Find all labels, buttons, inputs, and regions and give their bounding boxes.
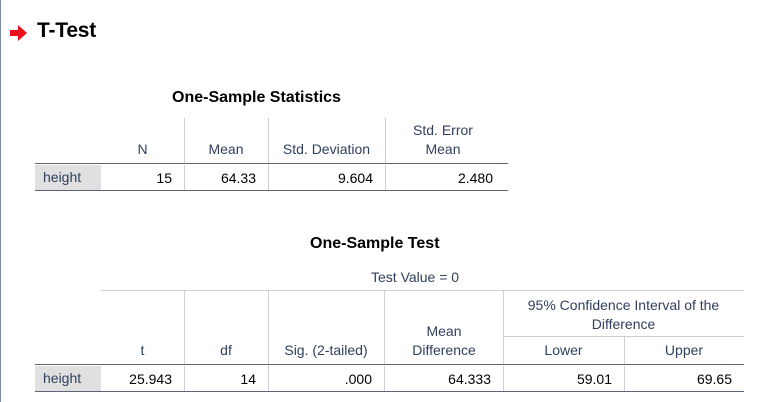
cell-sig: .000 [344, 371, 372, 387]
output-heading: T-Test [37, 19, 97, 42]
divider [101, 290, 744, 291]
row-label-height: height [35, 366, 101, 391]
col-header-df: df [220, 342, 232, 358]
divider [184, 165, 185, 190]
cell-lower: 59.01 [576, 371, 612, 387]
divider [385, 165, 386, 190]
ci-header: 95% Confidence Interval of the Differenc… [527, 297, 720, 332]
divider [184, 118, 185, 164]
col-header-std-deviation: Std. Deviation [282, 141, 371, 157]
cell-mean: 64.33 [220, 170, 256, 186]
cell-mean-difference: 64.333 [448, 371, 491, 387]
cell-std-deviation: 9.604 [337, 170, 373, 186]
header-rule [35, 364, 744, 365]
divider [184, 291, 185, 365]
table-bottom-rule [35, 391, 744, 392]
cell-upper: 69.65 [696, 371, 732, 387]
test-value-label: Test Value = 0 [371, 269, 460, 285]
divider [184, 366, 185, 391]
arrow-right-icon [10, 25, 27, 41]
divider [268, 291, 269, 365]
divider [384, 366, 385, 391]
cell-n: 15 [156, 170, 172, 186]
col-header-t: t [140, 342, 145, 358]
divider [385, 118, 386, 164]
divider [503, 336, 744, 337]
col-header-std-error-mean: Std. Error Mean [413, 122, 473, 157]
header-rule [35, 163, 508, 164]
cell-t: 25.943 [129, 371, 172, 387]
cell-df: 14 [240, 371, 256, 387]
table-bottom-rule [35, 190, 508, 191]
cell-std-error-mean: 2.480 [457, 170, 493, 186]
col-header-lower: Lower [544, 342, 583, 358]
col-header-upper: Upper [664, 342, 704, 358]
window-left-border [0, 0, 1, 402]
divider [268, 366, 269, 391]
divider [624, 366, 625, 391]
stats-table-title: One-Sample Statistics [172, 89, 341, 106]
divider [624, 337, 625, 365]
test-table-title: One-Sample Test [310, 235, 440, 252]
col-header-mean: Mean [208, 141, 244, 157]
divider [268, 165, 269, 190]
row-label-height: height [35, 165, 101, 190]
divider [503, 291, 504, 365]
divider [268, 118, 269, 164]
col-header-n: N [137, 141, 148, 157]
divider [503, 366, 504, 391]
divider [384, 291, 385, 365]
col-header-sig: Sig. (2-tailed) [284, 342, 368, 358]
col-header-mean-difference: Mean Difference [412, 323, 476, 358]
